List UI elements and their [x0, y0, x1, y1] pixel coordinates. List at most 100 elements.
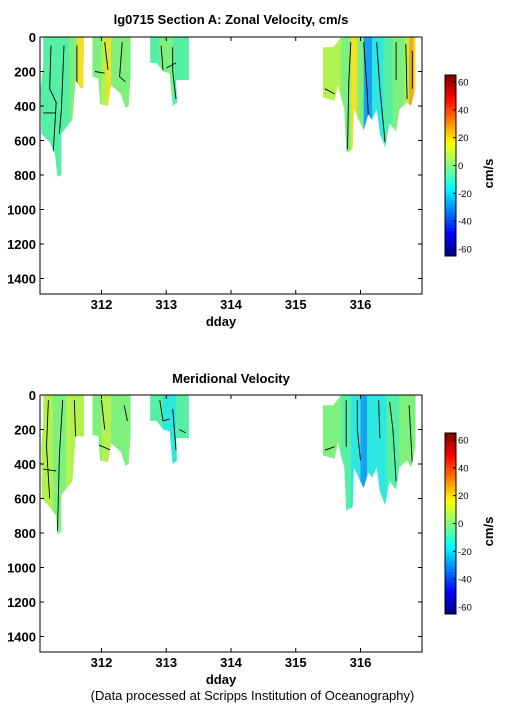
colorbar-step: [445, 435, 456, 440]
colorbar-step: [445, 224, 456, 229]
colorbar-step: [445, 546, 456, 550]
colorbar-tick-label: -60: [458, 245, 472, 256]
colorbar-step: [445, 108, 456, 113]
velocity-band: [360, 395, 368, 511]
velocity-band: [111, 37, 131, 108]
colorbar-step: [445, 185, 456, 189]
colorbar-step: [445, 506, 456, 510]
colorbar-step: [445, 599, 456, 604]
y-tick-label: 0: [29, 30, 36, 45]
velocity-band: [357, 37, 365, 153]
colorbar-step: [445, 188, 456, 192]
x-tick-label: 315: [285, 655, 307, 670]
x-tick-label: 312: [91, 655, 113, 670]
colorbar-step: [445, 227, 456, 231]
x-tick-label: 314: [220, 297, 242, 312]
colorbar-step: [445, 611, 456, 615]
colorbar-step: [445, 557, 456, 561]
colorbar-tick-label: 20: [458, 491, 469, 502]
colorbar-step: [445, 140, 456, 144]
colorbar-step: [445, 89, 456, 93]
velocity-band: [52, 395, 67, 535]
contour-line: [123, 405, 128, 421]
colorbar-step: [445, 520, 456, 524]
x-axis-label: dday: [206, 314, 237, 329]
colorbar-step: [445, 503, 456, 507]
data-segment: [92, 37, 131, 108]
contour-line: [389, 401, 397, 482]
velocity-band: [367, 395, 387, 511]
colorbar-step: [445, 142, 456, 147]
colorbar-step: [445, 563, 456, 567]
velocity-band: [372, 37, 384, 153]
velocity-band: [350, 37, 358, 153]
colorbar-step: [445, 478, 456, 482]
colorbar-label: cm/s: [481, 517, 496, 547]
colorbar-step: [445, 554, 456, 558]
colorbar-step: [445, 608, 456, 612]
velocity-band: [404, 37, 410, 153]
colorbar-step: [445, 500, 456, 505]
colorbar-step: [445, 205, 456, 209]
colorbar-step: [445, 182, 456, 186]
colorbar-step: [445, 452, 456, 457]
colorbar-step: [445, 466, 456, 471]
colorbar-tick-label: 0: [458, 161, 463, 172]
velocity-band: [92, 395, 103, 466]
colorbar-step: [445, 207, 456, 212]
colorbar-step: [445, 171, 456, 175]
colorbar-step: [445, 162, 456, 166]
colorbar-step: [445, 97, 456, 101]
data-segment: [41, 395, 84, 535]
contour-line: [101, 400, 106, 430]
velocity-band: [150, 395, 164, 464]
contour-line: [405, 43, 408, 100]
colorbar-tick-label: 40: [458, 105, 469, 116]
colorbar-step: [445, 568, 456, 572]
data-segment: [322, 37, 416, 153]
colorbar-tick-label: 0: [458, 519, 463, 530]
colorbar-step: [445, 123, 456, 127]
colorbar-step: [445, 190, 456, 195]
colorbar-step: [445, 241, 456, 246]
colorbar-step: [445, 120, 456, 124]
colorbar-step: [445, 526, 456, 530]
colorbar-step: [445, 540, 456, 544]
colorbar-step: [445, 83, 456, 87]
velocity-band: [383, 37, 394, 153]
colorbar-step: [445, 517, 456, 522]
colorbar-step: [445, 176, 456, 181]
velocity-band: [409, 37, 415, 153]
colorbar-step: [445, 551, 456, 556]
velocity-band: [341, 37, 352, 153]
y-tick-label: 1000: [7, 202, 36, 217]
contour-line: [356, 400, 361, 461]
colorbar-step: [445, 441, 456, 445]
colorbar-step: [445, 117, 456, 121]
colorbar-step: [445, 168, 456, 172]
colorbar-step: [445, 498, 456, 502]
colorbar-step: [445, 591, 456, 595]
velocity-band: [101, 395, 112, 466]
colorbar-step: [445, 233, 456, 237]
y-tick-label: 200: [14, 64, 36, 79]
velocity-band: [413, 37, 416, 153]
colorbar-step: [445, 438, 456, 442]
zonal-velocity-panel: 312 313 314 315 3160200400600800100012001400…: [7, 12, 496, 329]
velocity-band: [172, 37, 189, 106]
colorbar-step: [445, 80, 456, 84]
colorbar-step: [445, 574, 456, 578]
colorbar-step: [445, 134, 456, 138]
colorbar-step: [445, 577, 456, 581]
colorbar-step: [445, 159, 456, 164]
colorbar-step: [445, 464, 456, 468]
y-tick-label: 1400: [7, 629, 36, 644]
y-tick-label: 1200: [7, 237, 36, 252]
colorbar-step: [445, 103, 456, 107]
colorbar-step: [445, 131, 456, 135]
x-tick-label: 316: [350, 297, 372, 312]
velocity-band: [399, 395, 416, 511]
colorbar-step: [445, 253, 456, 257]
colorbar-step: [445, 565, 456, 570]
colorbar-step: [445, 486, 456, 490]
